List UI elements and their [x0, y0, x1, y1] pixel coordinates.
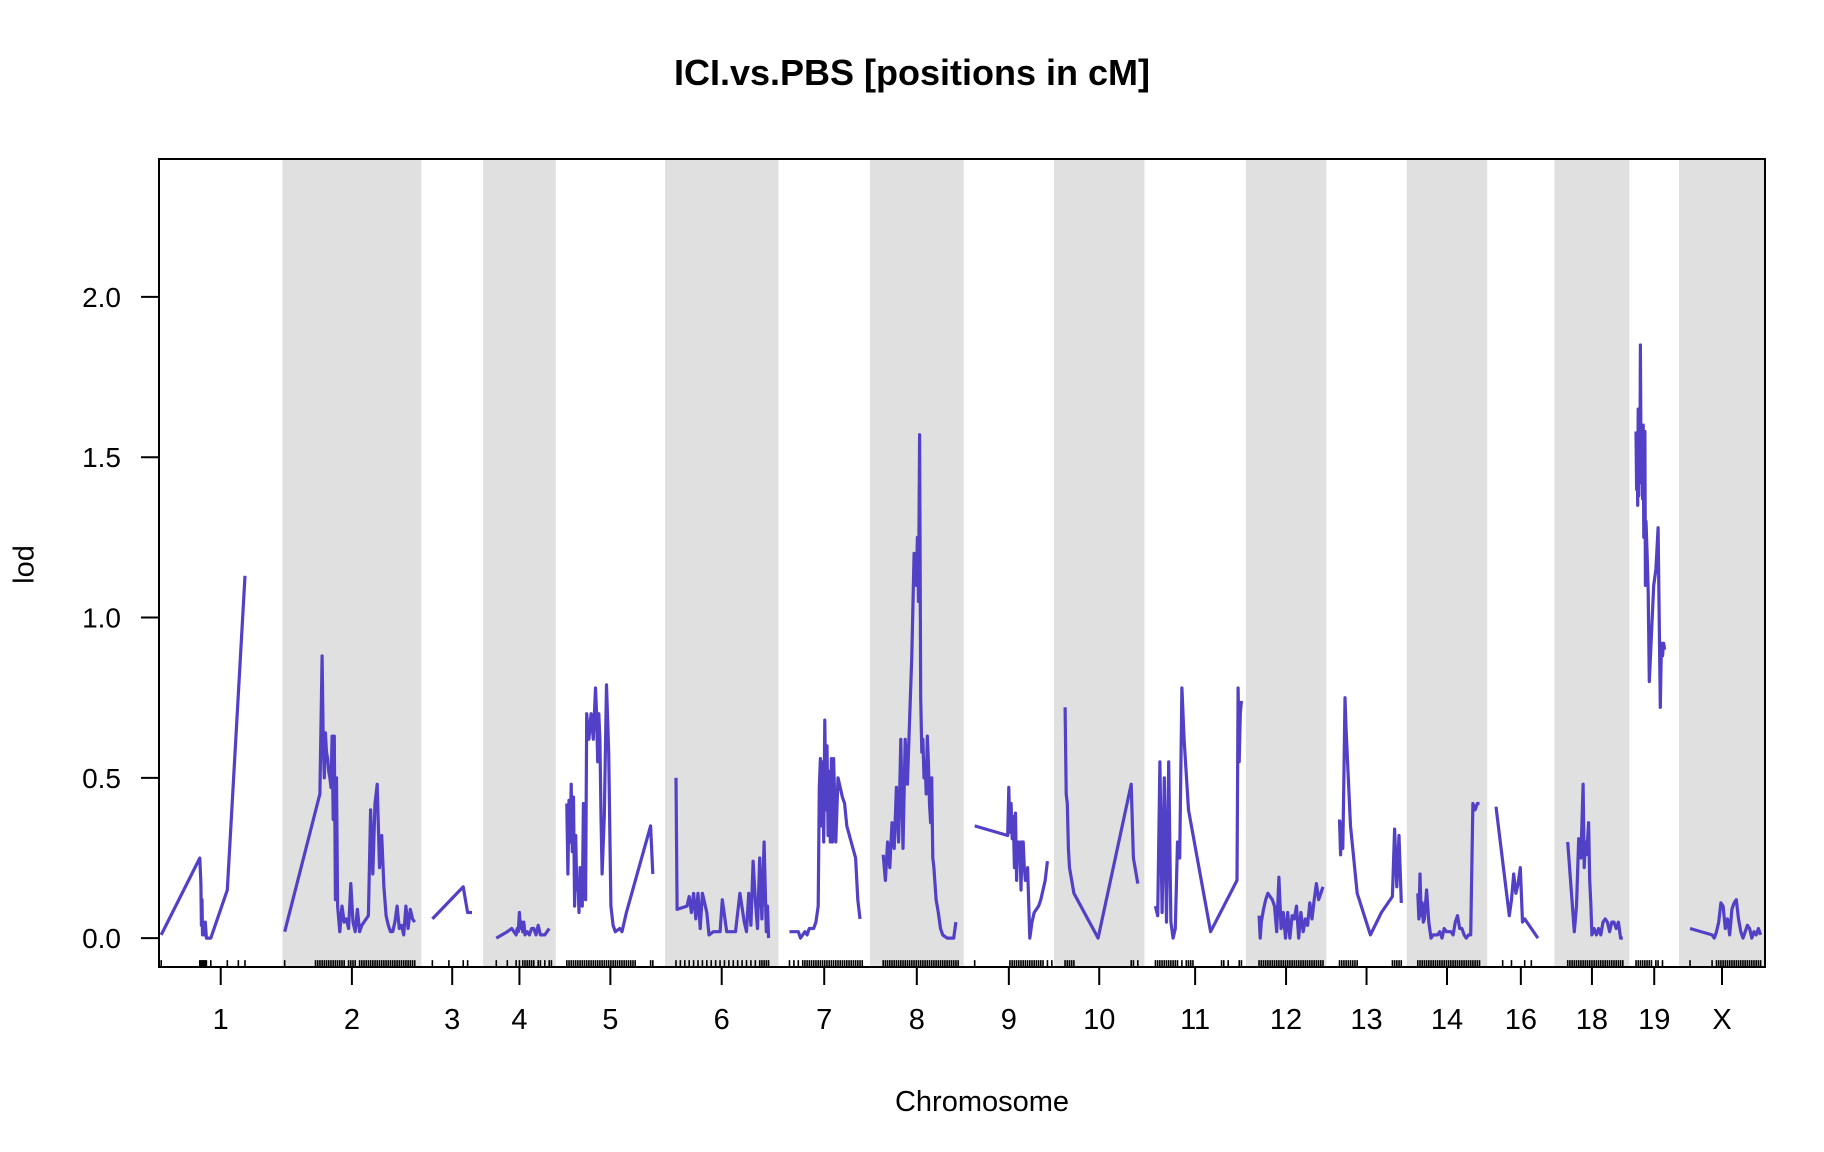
lod-curve-chr11: [1153, 686, 1243, 940]
y-tick-label: 0.0: [82, 923, 121, 954]
x-tick-label-chr3: 3: [444, 1004, 460, 1036]
chromosome-band-14: [1406, 159, 1488, 967]
lod-curve-chr6: [674, 777, 771, 939]
y-tick-label: 1.0: [82, 603, 121, 634]
lod-curve-chrX: [1689, 898, 1763, 940]
x-tick-label-chr2: 2: [344, 1004, 360, 1036]
lod-curve-chr7: [789, 718, 862, 940]
x-tick-label-chr5: 5: [602, 1004, 618, 1036]
lod-curve-chr18: [1566, 782, 1623, 940]
chromosome-band-12: [1245, 159, 1327, 967]
lod-curve-chr5: [565, 683, 655, 934]
x-tick-label-chr14: 14: [1431, 1004, 1463, 1036]
y-axis-label: lod: [8, 545, 41, 584]
lod-curve-chr14: [1416, 801, 1480, 940]
y-tick-label: 1.5: [82, 442, 121, 473]
x-tick-label-chr8: 8: [909, 1004, 925, 1036]
x-tick-label-chr12: 12: [1270, 1004, 1302, 1036]
x-tick-label-chr13: 13: [1350, 1004, 1382, 1036]
chromosome-band-18: [1554, 159, 1630, 967]
lod-curve-chr3: [431, 885, 472, 921]
lod-curve-chr1: [159, 575, 247, 940]
lod-curve-chr10: [1063, 707, 1140, 940]
x-tick-label-chrX: X: [1712, 1004, 1731, 1036]
lod-curve-chr16: [1494, 806, 1540, 940]
plot-frame: [158, 158, 1766, 968]
lod-curve-chr19: [1634, 343, 1667, 709]
chromosome-band-X: [1679, 159, 1765, 967]
lod-curve-chr8: [881, 433, 958, 940]
lod-curve-chr2: [283, 654, 417, 937]
x-tick-label-chr7: 7: [816, 1004, 832, 1036]
x-tick-label-chr18: 18: [1576, 1004, 1608, 1036]
x-tick-label-chr6: 6: [714, 1004, 730, 1036]
lod-curve-chr12: [1257, 875, 1325, 940]
chart-title: ICI.vs.PBS [positions in cM]: [673, 52, 1151, 93]
x-tick-label-chr11: 11: [1180, 1004, 1210, 1036]
x-tick-label-chr1: 1: [213, 1004, 229, 1036]
lod-curve-chr9: [974, 785, 1049, 940]
x-tick-label-chr19: 19: [1638, 1004, 1670, 1036]
y-tick-label: 0.5: [82, 763, 121, 794]
x-tick-label-chr10: 10: [1083, 1004, 1115, 1036]
chromosome-band-4: [483, 159, 556, 967]
x-axis-label: Chromosome: [894, 1086, 1070, 1118]
lod-curve-chr13: [1337, 696, 1403, 937]
chromosome-band-6: [664, 159, 779, 967]
chromosome-band-2: [282, 159, 422, 967]
x-tick-label-chr4: 4: [511, 1004, 527, 1036]
y-tick-label: 2.0: [82, 282, 121, 313]
x-tick-label-chr9: 9: [1001, 1004, 1017, 1036]
lod-curve-chr4: [495, 910, 551, 940]
x-tick-label-chr16: 16: [1505, 1004, 1537, 1036]
